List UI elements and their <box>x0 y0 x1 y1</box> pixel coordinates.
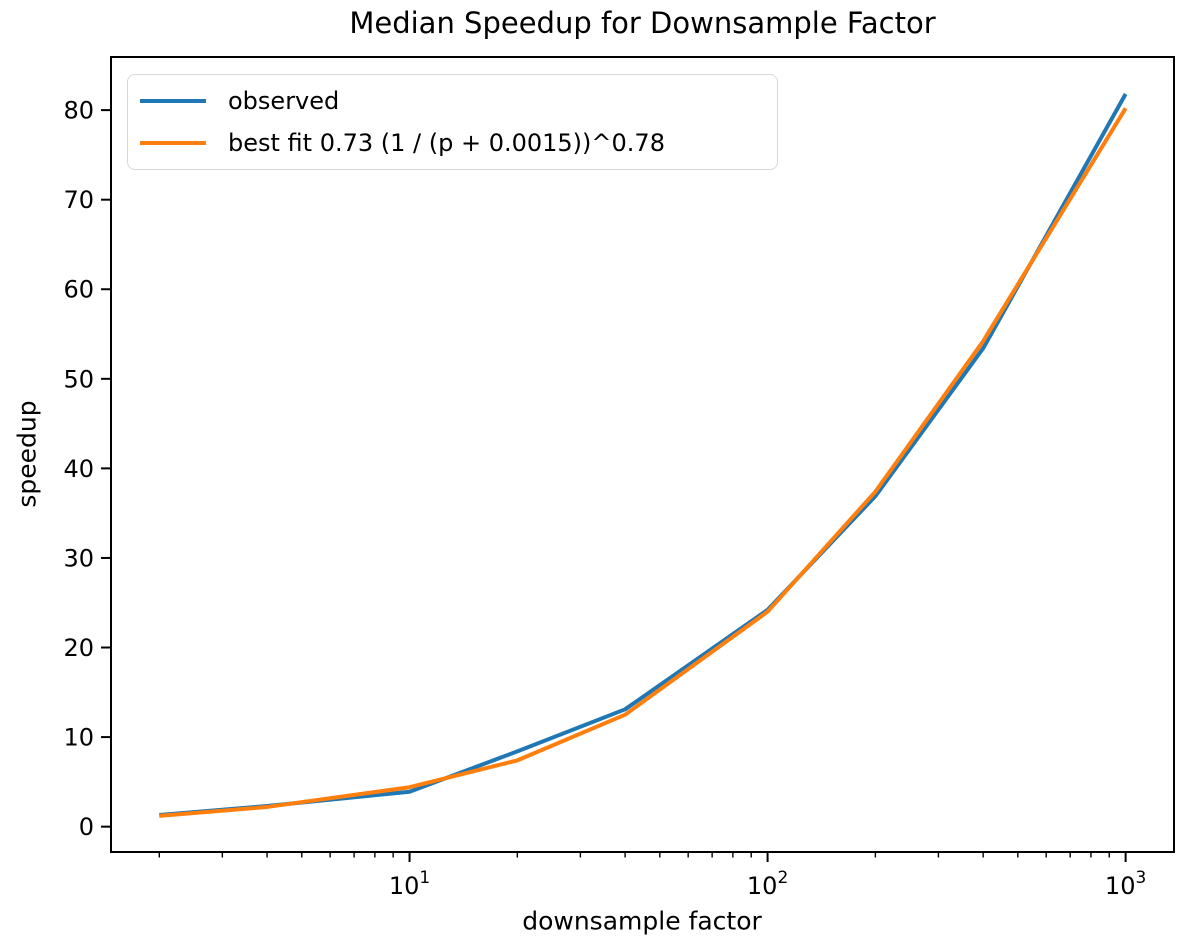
x-tick-label: 101 <box>389 868 430 900</box>
axes-spines <box>110 56 1175 853</box>
y-axis-label: speedup <box>12 400 42 508</box>
legend-label-best-fit: best fit 0.73 (1 / (p + 0.0015))^0.78 <box>228 129 665 157</box>
y-tick-label: 60 <box>63 276 94 304</box>
y-tick-label: 10 <box>63 724 94 752</box>
series-line-best-fit <box>159 107 1128 818</box>
y-tick-label: 70 <box>63 186 94 214</box>
legend-line-sample-best-fit <box>140 140 206 146</box>
y-tick-label: 80 <box>63 97 94 125</box>
y-tick-label: 20 <box>63 634 94 662</box>
legend-item-observed: observed <box>140 87 769 115</box>
y-tick-label: 30 <box>63 544 94 572</box>
y-tick-label: 40 <box>63 455 94 483</box>
chart-title: Median Speedup for Downsample Factor <box>349 6 936 40</box>
x-tick-label: 102 <box>747 868 788 900</box>
x-tick-label: 103 <box>1105 868 1146 900</box>
series-line-observed <box>159 93 1128 818</box>
legend-item-best-fit: best fit 0.73 (1 / (p + 0.0015))^0.78 <box>140 129 769 157</box>
y-tick-label: 50 <box>63 365 94 393</box>
x-axis-label: downsample factor <box>522 906 762 936</box>
legend-line-sample-observed <box>140 98 206 104</box>
legend: observed best fit 0.73 (1 / (p + 0.0015)… <box>127 74 778 170</box>
y-tick-label: 0 <box>79 813 94 841</box>
legend-label-observed: observed <box>228 87 340 115</box>
